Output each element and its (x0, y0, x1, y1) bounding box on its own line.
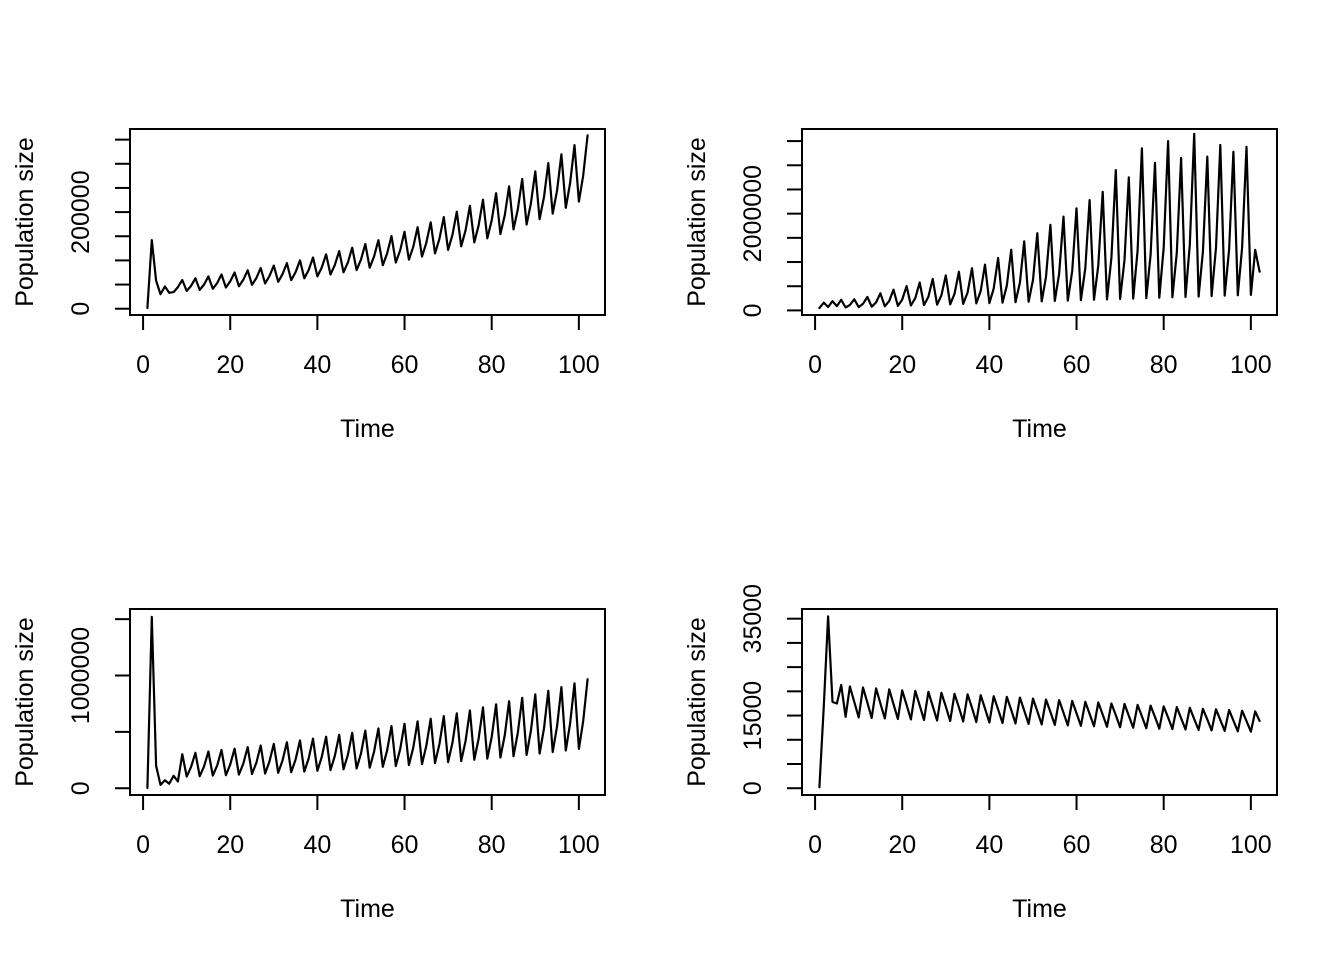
plot-bottom-right: 0 20 40 60 80 100 0 15000 35000 Time Population si… (672, 480, 1344, 960)
plot-bottom-left: 0 20 40 60 80 100 0 1000000 Time Population size (0, 480, 672, 960)
x-axis-title: Time (340, 895, 395, 923)
y-tick-label: 35000 (739, 584, 767, 654)
population-curve (818, 132, 1261, 310)
x-tick-label: 100 (558, 351, 600, 379)
population-curve (146, 134, 589, 310)
x-tick-label: 40 (303, 351, 331, 379)
x-tick-label: 20 (216, 351, 244, 379)
y-tick-label: 0 (67, 302, 95, 316)
y-tick-label: 2000000 (739, 165, 767, 262)
x-tick-label: 20 (888, 831, 916, 859)
x-tick-label: 0 (808, 351, 822, 379)
y-axis-title: Population size (683, 617, 711, 787)
x-tick-label: 20 (888, 351, 916, 379)
x-tick-label: 100 (1230, 351, 1272, 379)
x-tick-label: 60 (1063, 831, 1091, 859)
x-tick-label: 80 (1150, 351, 1178, 379)
y-axis-title: Population size (11, 137, 39, 307)
y-tick-label: 15000 (739, 681, 767, 751)
y-axis-title: Population size (683, 137, 711, 307)
population-curve (146, 615, 589, 790)
x-tick-label: 100 (558, 831, 600, 859)
y-axis-title: Population size (11, 617, 39, 787)
x-tick-label: 40 (303, 831, 331, 859)
y-tick-label: 1000000 (67, 627, 95, 724)
x-tick-label: 20 (216, 831, 244, 859)
plot-box (129, 608, 606, 796)
population-curve (818, 615, 1261, 789)
x-tick-label: 40 (975, 831, 1003, 859)
x-tick-label: 0 (136, 351, 150, 379)
x-tick-label: 0 (136, 831, 150, 859)
x-tick-label: 80 (478, 831, 506, 859)
y-tick-label: 0 (67, 781, 95, 795)
x-tick-label: 80 (478, 351, 506, 379)
plot-canvas-top-right: 0 20 40 60 80 100 0 2000000 Time Population size (683, 128, 1278, 443)
x-tick-label: 0 (808, 831, 822, 859)
x-tick-label: 60 (391, 831, 419, 859)
x-axis-title: Time (340, 415, 395, 443)
x-axis-title: Time (1012, 895, 1067, 923)
plot-canvas-bottom-right: 0 20 40 60 80 100 0 15000 35000 Time Population si… (683, 584, 1278, 923)
plot-box (801, 608, 1278, 796)
plot-canvas-top-left: 0 20 40 60 80 100 0 200000 Time Population size (11, 128, 606, 443)
x-tick-label: 80 (1150, 831, 1178, 859)
x-axis-title: Time (1012, 415, 1067, 443)
y-tick-label: 0 (739, 781, 767, 795)
plot-top-right: 0 20 40 60 80 100 0 2000000 Time Population size (672, 0, 1344, 480)
x-tick-label: 60 (1063, 351, 1091, 379)
plot-top-left: 0 20 40 60 80 100 0 200000 Time Population size (0, 0, 672, 480)
x-tick-label: 60 (391, 351, 419, 379)
plot-canvas-bottom-left: 0 20 40 60 80 100 0 1000000 Time Population size (11, 608, 606, 923)
x-tick-label: 40 (975, 351, 1003, 379)
y-tick-label: 0 (739, 303, 767, 317)
x-tick-label: 100 (1230, 831, 1272, 859)
plot-box (801, 128, 1278, 316)
plot-box (129, 128, 606, 316)
y-tick-label: 200000 (67, 170, 95, 253)
